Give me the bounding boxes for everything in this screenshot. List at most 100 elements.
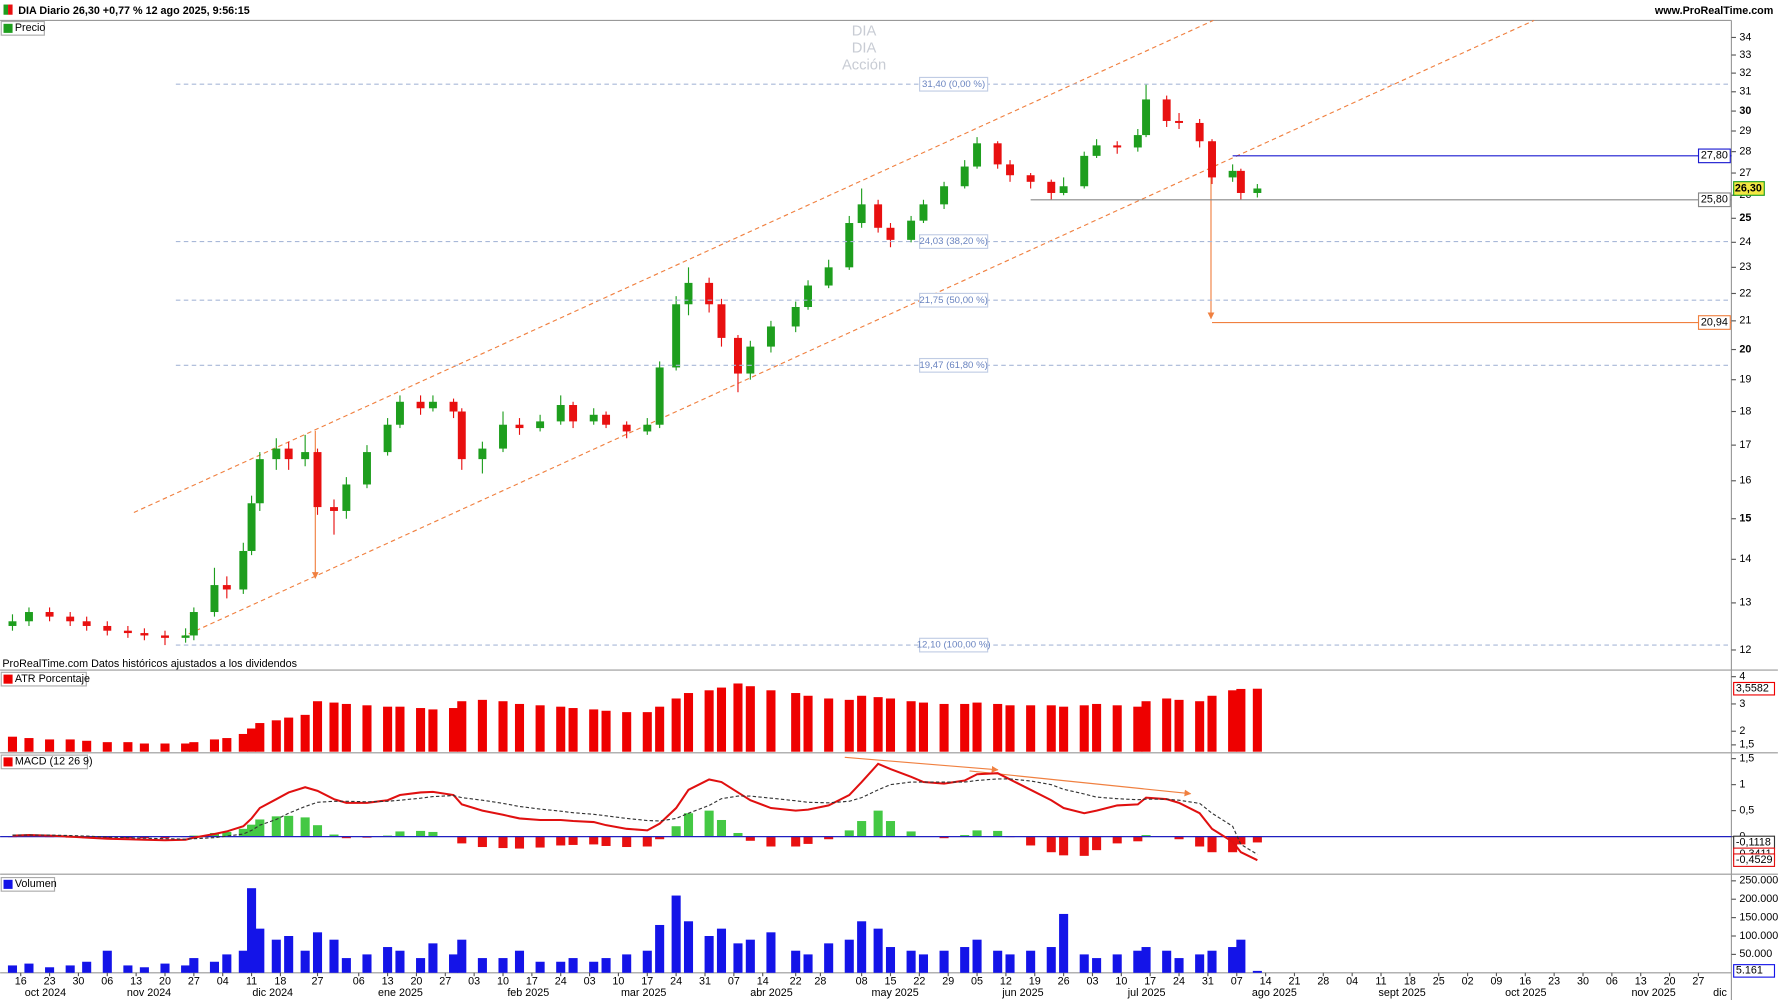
- x-tick-label: 27: [439, 976, 451, 988]
- histogram-bar: [601, 836, 611, 846]
- bar: [449, 708, 459, 752]
- bar: [341, 958, 351, 973]
- bar: [803, 695, 813, 752]
- candle-body: [1133, 135, 1142, 148]
- candle-body: [1047, 181, 1056, 193]
- histogram-bar: [972, 830, 982, 837]
- fib-label: 21,75 (50,00 %): [919, 295, 988, 306]
- plot-layer: 1213141516171819202122232425262728293031…: [0, 20, 1778, 999]
- x-tick-label: 22: [913, 976, 925, 988]
- candle-body: [655, 367, 664, 425]
- bar: [993, 703, 1003, 752]
- x-tick-label: 29: [942, 976, 954, 988]
- x-tick-label: 16: [1519, 976, 1531, 988]
- bar: [284, 936, 294, 973]
- histogram-bar: [1195, 836, 1205, 847]
- bar: [24, 963, 34, 973]
- last-value-label: 3,5582: [1736, 683, 1769, 695]
- bar: [1207, 950, 1217, 973]
- bar: [589, 961, 599, 973]
- y-tick-label: 20: [1739, 343, 1751, 355]
- histogram-bar: [733, 832, 743, 837]
- bar: [514, 950, 525, 973]
- candle-body: [791, 307, 800, 327]
- site-link[interactable]: www.ProRealTime.com: [1654, 5, 1773, 17]
- candle-body: [886, 227, 895, 240]
- candle-body: [717, 304, 726, 338]
- candle-body: [1195, 122, 1204, 142]
- bar: [873, 697, 883, 752]
- last-value-box: [1733, 853, 1776, 867]
- bar: [1195, 954, 1205, 973]
- bar: [642, 950, 652, 973]
- bar: [939, 703, 949, 752]
- bar: [1236, 688, 1246, 752]
- y-tick-label: 250.000: [1739, 875, 1778, 887]
- channel-line: [181, 19, 1535, 638]
- price-label-box: [1697, 148, 1731, 164]
- histogram-bar: [1252, 836, 1262, 843]
- y-tick-label: 33: [1739, 49, 1751, 61]
- bar: [181, 965, 191, 973]
- x-tick-label: 22: [790, 976, 802, 988]
- bar: [65, 739, 75, 752]
- candle-body: [1113, 145, 1122, 148]
- bar: [906, 701, 916, 752]
- bar: [1112, 954, 1122, 973]
- bar: [383, 947, 393, 973]
- histogram-bar: [514, 836, 525, 849]
- bar: [972, 702, 982, 752]
- x-tick-label: 27: [1692, 976, 1704, 988]
- bar: [255, 723, 265, 752]
- candle-body: [103, 625, 112, 631]
- candle-body: [342, 484, 351, 511]
- histogram-bar: [477, 836, 487, 848]
- price-label: 20,94: [1701, 316, 1728, 328]
- candle-body: [705, 282, 714, 305]
- x-tick-label: 26: [1058, 976, 1070, 988]
- bar: [1162, 698, 1172, 752]
- x-tick-label: 27: [188, 976, 200, 988]
- bar: [222, 954, 232, 973]
- fib-label-box: [919, 357, 989, 373]
- x-tick-label: 11: [246, 976, 257, 988]
- divergence-arrow: [844, 756, 999, 773]
- fib-label: 19,47 (61,80 %): [919, 360, 988, 371]
- x-tick-label: 10: [1115, 976, 1127, 988]
- watermark: Acción: [842, 58, 886, 74]
- bar: [745, 939, 755, 973]
- y-tick-label: 150.000: [1739, 911, 1778, 923]
- candle-body: [239, 550, 248, 590]
- y-tick-label: 14: [1739, 553, 1751, 565]
- candle-body: [1059, 186, 1068, 193]
- last-value-label: -0,1118: [1736, 836, 1771, 848]
- histogram-bar: [329, 834, 339, 837]
- x-tick-label: 05: [971, 976, 983, 988]
- bar: [123, 742, 133, 752]
- candle-body: [1092, 145, 1101, 156]
- x-month-label: abr 2025: [750, 987, 793, 999]
- last-value-box: [1733, 964, 1776, 978]
- bar: [123, 965, 133, 973]
- bar: [247, 888, 257, 973]
- bar: [1252, 970, 1262, 973]
- bar: [362, 705, 372, 752]
- histogram-bar: [428, 831, 438, 837]
- bar: [622, 712, 632, 752]
- bar: [457, 939, 467, 973]
- x-tick-label: 10: [612, 976, 624, 988]
- bar: [222, 738, 232, 752]
- candle-body: [973, 143, 982, 167]
- bar: [514, 703, 525, 752]
- candle-body: [457, 411, 466, 460]
- bar: [312, 932, 323, 973]
- bar: [716, 928, 727, 973]
- price-label-box: [1697, 192, 1731, 208]
- histogram-bar: [341, 836, 351, 839]
- candle-body: [189, 612, 198, 636]
- bar: [457, 701, 467, 752]
- y-tick-label: 3: [1739, 698, 1745, 710]
- x-tick-label: 31: [699, 976, 711, 988]
- y-tick-label: 34: [1739, 31, 1751, 43]
- x-tick-label: 25: [1433, 976, 1445, 988]
